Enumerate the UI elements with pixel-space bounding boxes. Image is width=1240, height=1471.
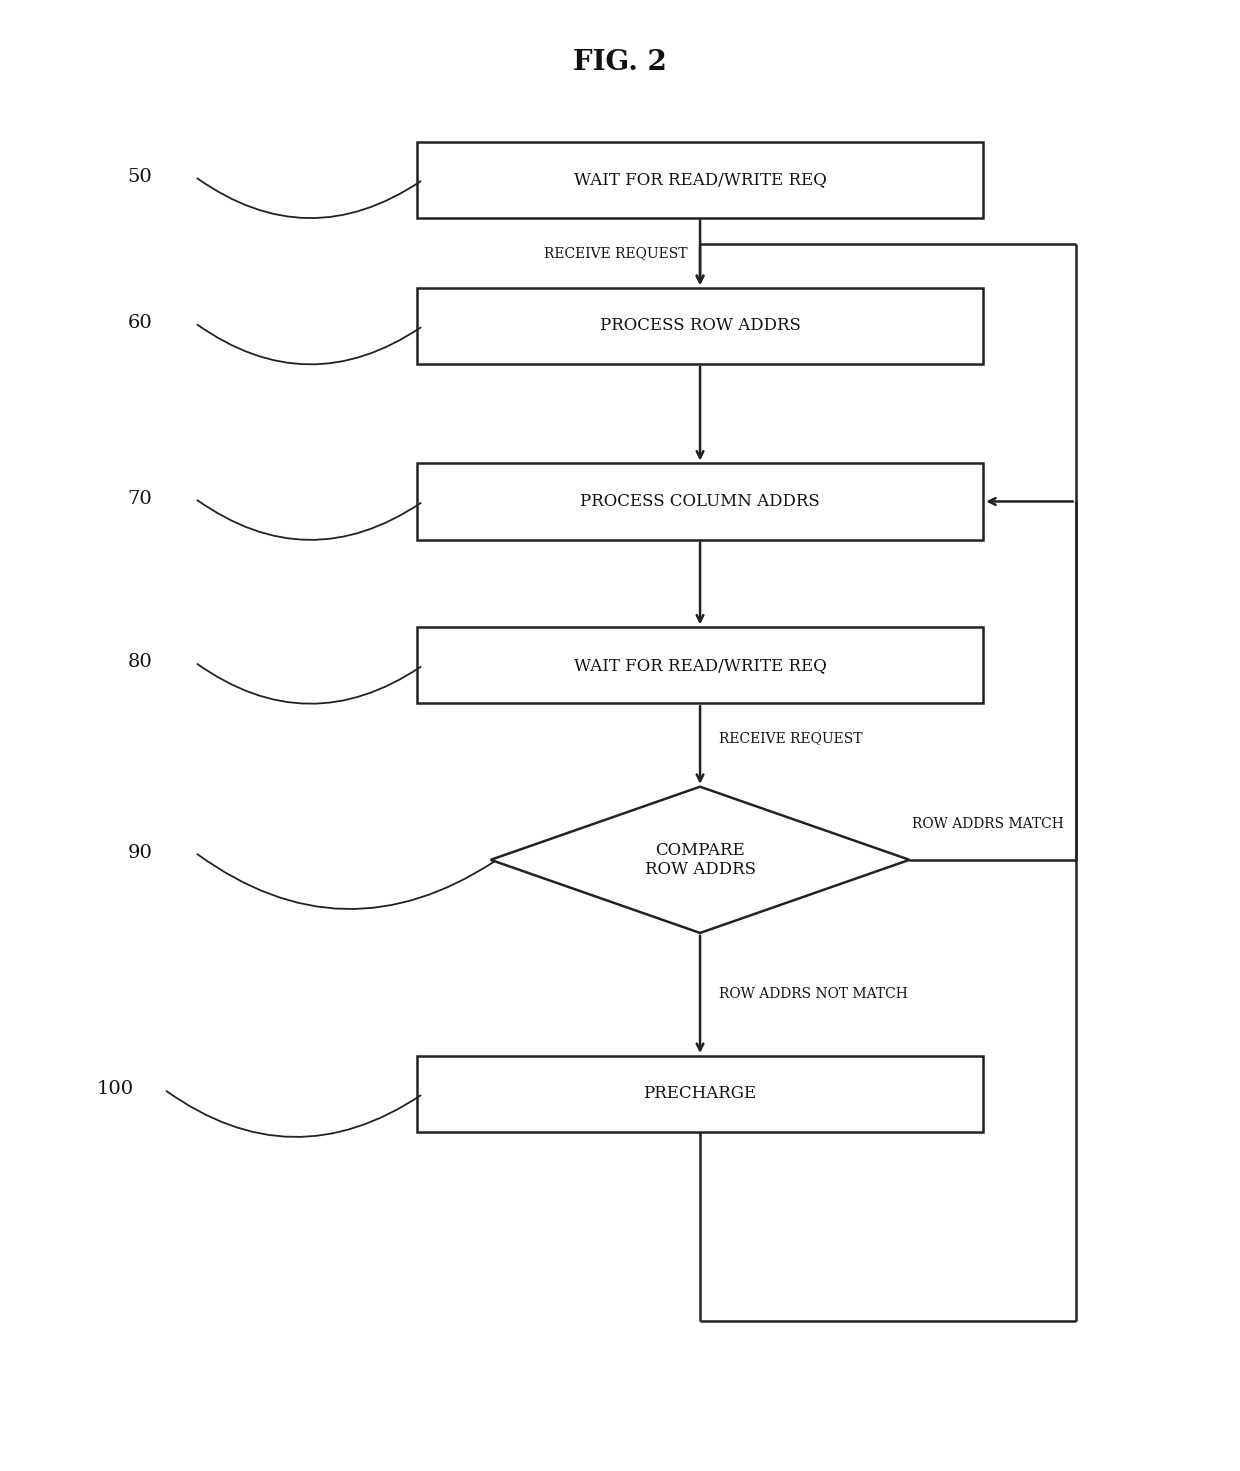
Polygon shape bbox=[491, 787, 909, 933]
Text: 60: 60 bbox=[128, 313, 153, 332]
Text: 80: 80 bbox=[128, 653, 153, 671]
FancyBboxPatch shape bbox=[417, 288, 983, 363]
Text: PRECHARGE: PRECHARGE bbox=[644, 1086, 756, 1102]
FancyBboxPatch shape bbox=[417, 627, 983, 703]
Text: COMPARE
ROW ADDRS: COMPARE ROW ADDRS bbox=[645, 841, 755, 878]
Text: PROCESS ROW ADDRS: PROCESS ROW ADDRS bbox=[600, 318, 801, 334]
Text: ROW ADDRS MATCH: ROW ADDRS MATCH bbox=[911, 816, 1064, 831]
Text: WAIT FOR READ/WRITE REQ: WAIT FOR READ/WRITE REQ bbox=[574, 171, 826, 188]
FancyBboxPatch shape bbox=[417, 141, 983, 218]
Text: PROCESS COLUMN ADDRS: PROCESS COLUMN ADDRS bbox=[580, 493, 820, 510]
Text: FIG. 2: FIG. 2 bbox=[573, 49, 667, 76]
FancyBboxPatch shape bbox=[417, 1056, 983, 1131]
Text: 70: 70 bbox=[128, 490, 153, 507]
Text: RECEIVE REQUEST: RECEIVE REQUEST bbox=[544, 246, 688, 260]
Text: WAIT FOR READ/WRITE REQ: WAIT FOR READ/WRITE REQ bbox=[574, 656, 826, 674]
Text: RECEIVE REQUEST: RECEIVE REQUEST bbox=[718, 731, 862, 744]
Text: 90: 90 bbox=[128, 843, 153, 862]
Text: ROW ADDRS NOT MATCH: ROW ADDRS NOT MATCH bbox=[718, 987, 908, 1002]
FancyBboxPatch shape bbox=[417, 463, 983, 540]
Text: 50: 50 bbox=[128, 168, 153, 185]
Text: 100: 100 bbox=[97, 1081, 134, 1099]
